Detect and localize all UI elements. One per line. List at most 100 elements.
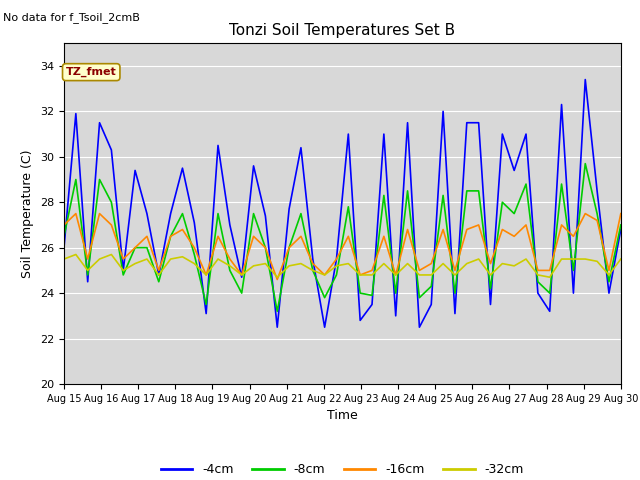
- -4cm: [297, 145, 305, 151]
- -16cm: [380, 233, 388, 239]
- -4cm: [238, 275, 246, 280]
- -16cm: [581, 211, 589, 216]
- -32cm: [143, 256, 151, 262]
- -32cm: [297, 261, 305, 266]
- -4cm: [534, 290, 541, 296]
- -32cm: [262, 261, 269, 266]
- -16cm: [510, 233, 518, 239]
- -4cm: [557, 102, 565, 108]
- -32cm: [415, 272, 423, 278]
- -32cm: [451, 272, 459, 278]
- -32cm: [72, 252, 80, 257]
- -32cm: [475, 256, 483, 262]
- -16cm: [262, 245, 269, 251]
- -16cm: [202, 272, 210, 278]
- -4cm: [581, 77, 589, 83]
- -32cm: [96, 256, 104, 262]
- -32cm: [557, 256, 565, 262]
- -16cm: [499, 227, 506, 232]
- -32cm: [593, 258, 601, 264]
- -4cm: [617, 227, 625, 232]
- -8cm: [167, 233, 175, 239]
- -32cm: [404, 261, 412, 266]
- -32cm: [60, 256, 68, 262]
- -8cm: [593, 211, 601, 216]
- -4cm: [356, 317, 364, 323]
- -8cm: [155, 279, 163, 285]
- -8cm: [214, 211, 222, 216]
- -4cm: [499, 131, 506, 137]
- -4cm: [179, 165, 186, 171]
- -16cm: [226, 256, 234, 262]
- -32cm: [108, 252, 115, 257]
- -8cm: [238, 290, 246, 296]
- -8cm: [191, 252, 198, 257]
- -4cm: [451, 311, 459, 316]
- -4cm: [214, 143, 222, 148]
- -8cm: [60, 233, 68, 239]
- -4cm: [108, 147, 115, 153]
- X-axis label: Time: Time: [327, 409, 358, 422]
- -8cm: [96, 177, 104, 182]
- -16cm: [546, 267, 554, 273]
- -16cm: [605, 267, 612, 273]
- -4cm: [380, 131, 388, 137]
- -16cm: [415, 267, 423, 273]
- -4cm: [321, 324, 328, 330]
- -32cm: [131, 261, 139, 266]
- -8cm: [451, 290, 459, 296]
- -4cm: [143, 211, 151, 216]
- -8cm: [581, 161, 589, 167]
- -32cm: [191, 261, 198, 266]
- -16cm: [617, 211, 625, 216]
- -16cm: [486, 261, 494, 266]
- -8cm: [84, 272, 92, 278]
- -8cm: [570, 267, 577, 273]
- -16cm: [167, 233, 175, 239]
- -32cm: [392, 272, 399, 278]
- -8cm: [356, 290, 364, 296]
- -32cm: [368, 272, 376, 278]
- -16cm: [392, 272, 399, 278]
- Title: Tonzi Soil Temperatures Set B: Tonzi Soil Temperatures Set B: [229, 23, 456, 38]
- Line: -32cm: -32cm: [64, 254, 621, 277]
- -4cm: [191, 220, 198, 226]
- -32cm: [522, 256, 530, 262]
- -4cm: [120, 267, 127, 273]
- -16cm: [108, 222, 115, 228]
- Line: -16cm: -16cm: [64, 214, 621, 279]
- -8cm: [250, 211, 257, 216]
- -8cm: [262, 245, 269, 251]
- -16cm: [368, 267, 376, 273]
- -4cm: [463, 120, 470, 126]
- -8cm: [557, 181, 565, 187]
- -16cm: [273, 276, 281, 282]
- -4cm: [60, 245, 68, 251]
- -16cm: [404, 227, 412, 232]
- -32cm: [179, 254, 186, 260]
- -8cm: [333, 272, 340, 278]
- -32cm: [499, 261, 506, 266]
- -32cm: [605, 272, 612, 278]
- -16cm: [309, 261, 317, 266]
- -4cm: [96, 120, 104, 126]
- -16cm: [143, 233, 151, 239]
- -16cm: [593, 217, 601, 223]
- -4cm: [273, 324, 281, 330]
- -32cm: [155, 272, 163, 278]
- -16cm: [155, 267, 163, 273]
- -32cm: [333, 263, 340, 269]
- -32cm: [546, 275, 554, 280]
- -16cm: [285, 245, 293, 251]
- -4cm: [522, 131, 530, 137]
- Y-axis label: Soil Temperature (C): Soil Temperature (C): [22, 149, 35, 278]
- -32cm: [570, 256, 577, 262]
- -16cm: [96, 211, 104, 216]
- -16cm: [191, 245, 198, 251]
- -16cm: [439, 227, 447, 232]
- -16cm: [428, 261, 435, 266]
- -16cm: [72, 211, 80, 216]
- -16cm: [356, 272, 364, 278]
- -16cm: [297, 233, 305, 239]
- -8cm: [72, 177, 80, 182]
